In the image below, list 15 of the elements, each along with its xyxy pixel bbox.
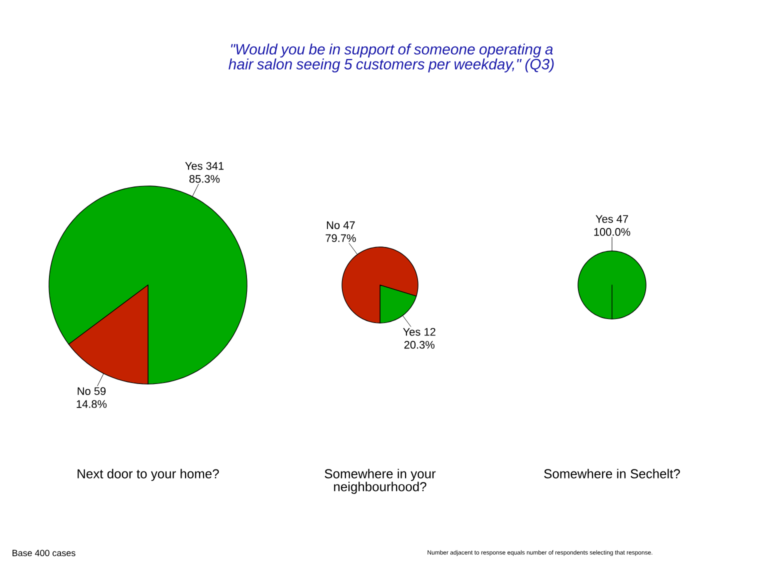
slice-label: No 47: [326, 221, 355, 230]
data-label: 85.3%: [189, 175, 220, 183]
text: Somewhere in Sechelt?: [544, 468, 680, 478]
slice-label: Yes 47: [596, 215, 628, 223]
text: Next door to your home?: [78, 468, 219, 481]
data-label: 14.8%: [76, 400, 107, 408]
text: Somewhere in your neighbourhood?: [324, 468, 436, 494]
data-label: 100.0%: [594, 228, 630, 236]
data-label: 79.7%: [326, 234, 356, 242]
slice-label: Yes 12: [403, 328, 436, 336]
text: "Would you be in support of someone operating a hair salon seeing 5 customers per weekday," (Q3): [228, 44, 554, 72]
data-label: 20.3%: [404, 340, 434, 349]
text: Base 400 cases: [12, 550, 76, 556]
slice-label: No 59: [78, 387, 106, 395]
slice-label: Yes 341: [185, 162, 224, 170]
